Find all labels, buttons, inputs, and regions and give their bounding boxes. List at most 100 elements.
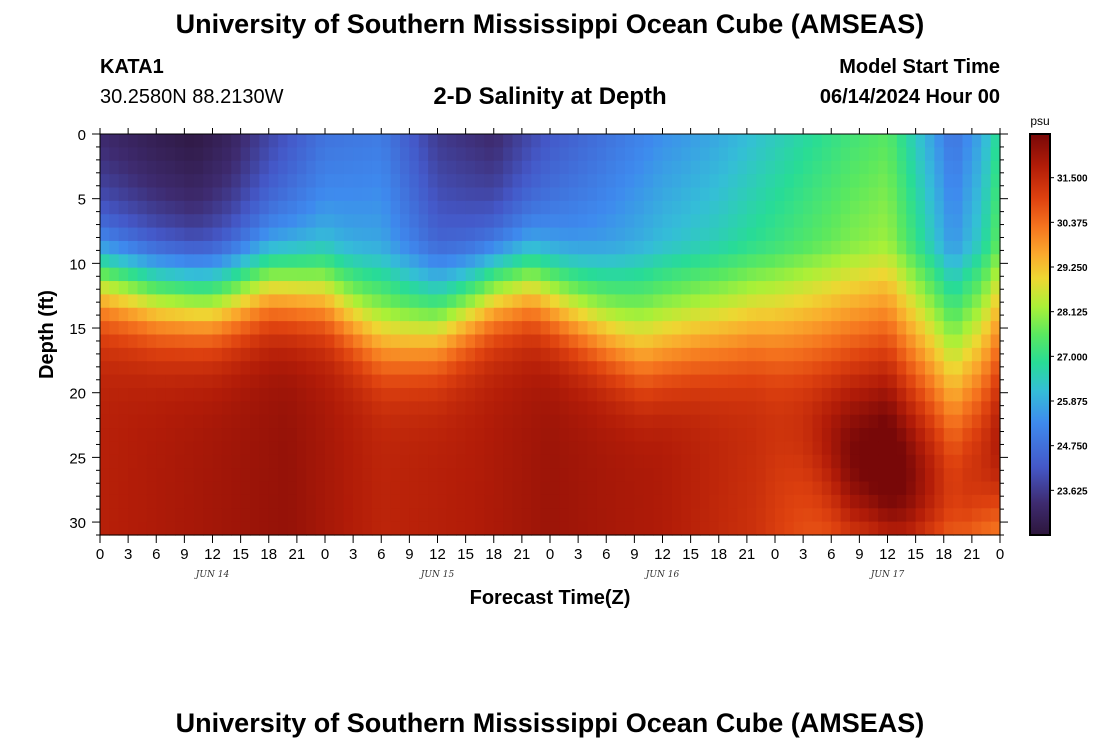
heatmap-cell <box>728 240 739 255</box>
heatmap-cell <box>587 521 598 536</box>
heatmap-cell <box>718 508 729 523</box>
heatmap-cell <box>446 160 457 175</box>
heatmap-cell <box>859 267 870 282</box>
x-tick-label: 0 <box>546 546 554 563</box>
heatmap-cell <box>671 508 682 523</box>
heatmap-cell <box>240 160 251 175</box>
heatmap-cell <box>325 401 335 416</box>
heatmap-cell <box>184 374 195 389</box>
heatmap-cell <box>531 321 542 336</box>
heatmap-cell <box>934 468 945 483</box>
heatmap-cell <box>821 200 832 215</box>
heatmap-cell <box>803 160 814 175</box>
heatmap-cell <box>353 240 364 255</box>
heatmap-cell <box>531 521 542 536</box>
heatmap-cell <box>878 267 889 282</box>
heatmap-cell <box>803 481 814 496</box>
heatmap-cell <box>934 240 945 255</box>
heatmap-cell <box>915 267 926 282</box>
heatmap-cell <box>925 160 935 175</box>
heatmap-cell <box>296 187 307 202</box>
heatmap-cell <box>643 160 654 175</box>
heatmap-cell <box>493 387 504 402</box>
heatmap-cell <box>550 160 560 175</box>
heatmap-cell <box>165 147 176 162</box>
heatmap-cell <box>137 134 148 148</box>
heatmap-cell <box>765 481 776 496</box>
heatmap-cell <box>653 414 664 429</box>
heatmap-cell <box>831 521 842 536</box>
heatmap-cell <box>634 454 645 469</box>
heatmap-cell <box>850 414 860 429</box>
heatmap-cell <box>606 187 617 202</box>
heatmap-cell <box>765 414 776 429</box>
heatmap-cell <box>128 187 139 202</box>
heatmap-cell <box>671 401 682 416</box>
heatmap-cell <box>371 200 382 215</box>
heatmap-cell <box>634 307 645 322</box>
heatmap-cell <box>709 214 720 229</box>
heatmap-cell <box>540 200 551 215</box>
heatmap-cell <box>456 294 467 309</box>
heatmap-cell <box>896 508 907 523</box>
heatmap-cell <box>203 441 214 456</box>
heatmap-cell <box>409 174 420 189</box>
heatmap-cell <box>371 414 382 429</box>
heatmap-cell <box>118 240 129 255</box>
heatmap-cell <box>981 227 992 242</box>
heatmap-cell <box>962 374 973 389</box>
heatmap-cell <box>521 307 532 322</box>
heatmap-cell <box>821 134 832 148</box>
heatmap-cell <box>765 347 776 362</box>
heatmap-cell <box>343 294 354 309</box>
heatmap-cell <box>156 441 167 456</box>
heatmap-cell <box>231 468 242 483</box>
heatmap-cell <box>278 374 289 389</box>
heatmap-cell <box>456 454 467 469</box>
heatmap-cell <box>859 481 870 496</box>
heatmap-cell <box>371 254 382 269</box>
heatmap-cell <box>943 281 954 295</box>
heatmap-cell <box>934 361 945 376</box>
heatmap-cell <box>831 134 842 148</box>
heatmap-cell <box>981 361 992 376</box>
heatmap-cell <box>765 134 776 148</box>
heatmap-cell <box>671 361 682 376</box>
heatmap-cell <box>971 521 982 536</box>
heatmap-cell <box>784 481 795 496</box>
heatmap-cell <box>962 227 973 242</box>
heatmap-cell <box>128 401 139 416</box>
heatmap-cell <box>493 174 504 189</box>
heatmap-cell <box>156 387 167 402</box>
heatmap-cell <box>756 508 767 523</box>
heatmap-cell <box>700 307 710 322</box>
heatmap-cell <box>812 401 823 416</box>
heatmap-cell <box>540 454 551 469</box>
heatmap-cell <box>990 414 1001 429</box>
heatmap-cell <box>221 494 232 509</box>
heatmap-cell <box>484 347 495 362</box>
heatmap-cell <box>409 521 420 536</box>
heatmap-cell <box>915 494 926 509</box>
heatmap-cell <box>784 428 795 443</box>
heatmap-cell <box>953 441 964 456</box>
heatmap-cell <box>803 508 814 523</box>
heatmap-cell <box>915 441 926 456</box>
heatmap-cell <box>118 227 129 242</box>
heatmap-cell <box>446 508 457 523</box>
heatmap-cell <box>371 160 382 175</box>
heatmap-cell <box>418 508 429 523</box>
heatmap-cell <box>296 347 307 362</box>
heatmap-cell <box>615 160 626 175</box>
heatmap-cell <box>296 454 307 469</box>
heatmap-cell <box>700 187 710 202</box>
heatmap-cell <box>334 134 345 148</box>
heatmap-cell <box>240 147 251 162</box>
heatmap-cell <box>390 441 401 456</box>
heatmap-cell <box>615 468 626 483</box>
heatmap-cell <box>737 227 748 242</box>
heatmap-cell <box>306 468 317 483</box>
y-tick-label: 5 <box>78 192 86 209</box>
heatmap-cell <box>653 267 664 282</box>
heatmap-cell <box>943 441 954 456</box>
